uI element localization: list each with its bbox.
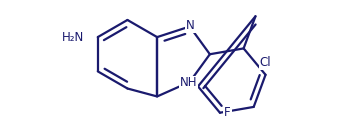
Text: NH: NH <box>180 76 197 90</box>
Text: Cl: Cl <box>260 56 271 69</box>
Text: N: N <box>186 19 195 32</box>
Text: H₂N: H₂N <box>62 31 84 44</box>
Text: F: F <box>224 106 231 119</box>
